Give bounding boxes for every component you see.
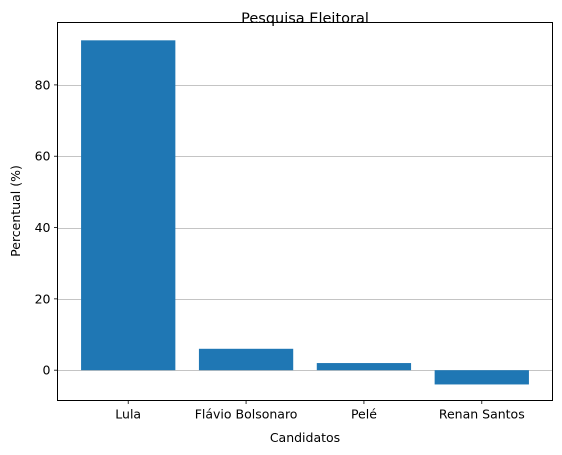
x-tick-label-0: Lula — [115, 407, 141, 422]
y-tick-label-2: 40 — [35, 220, 51, 235]
chart-title: Pesquisa Eleitoral — [241, 11, 369, 27]
y-tick-label-4: 80 — [35, 77, 51, 92]
y-axis-label: Percentual (%) — [8, 165, 23, 257]
x-tick-label-3: Renan Santos — [439, 407, 525, 422]
x-axis-label: Candidatos — [270, 430, 340, 445]
plot-frame — [57, 22, 553, 401]
bar-3 — [434, 370, 529, 385]
bars — [81, 40, 529, 385]
y-tick-label-0: 0 — [43, 363, 51, 378]
y-tick-label-1: 20 — [35, 291, 51, 306]
x-tick-label-1: Flávio Bolsonaro — [195, 407, 298, 422]
y-tick-label-3: 60 — [35, 149, 51, 164]
x-axis-ticks: Lula Flávio Bolsonaro Pelé Renan Santos — [115, 400, 525, 422]
x-tick-label-2: Pelé — [351, 407, 377, 422]
y-axis-ticks: 0 20 40 60 80 — [35, 77, 58, 378]
bar-0 — [81, 40, 176, 371]
bar-1 — [198, 348, 294, 371]
bar-2 — [316, 363, 412, 371]
